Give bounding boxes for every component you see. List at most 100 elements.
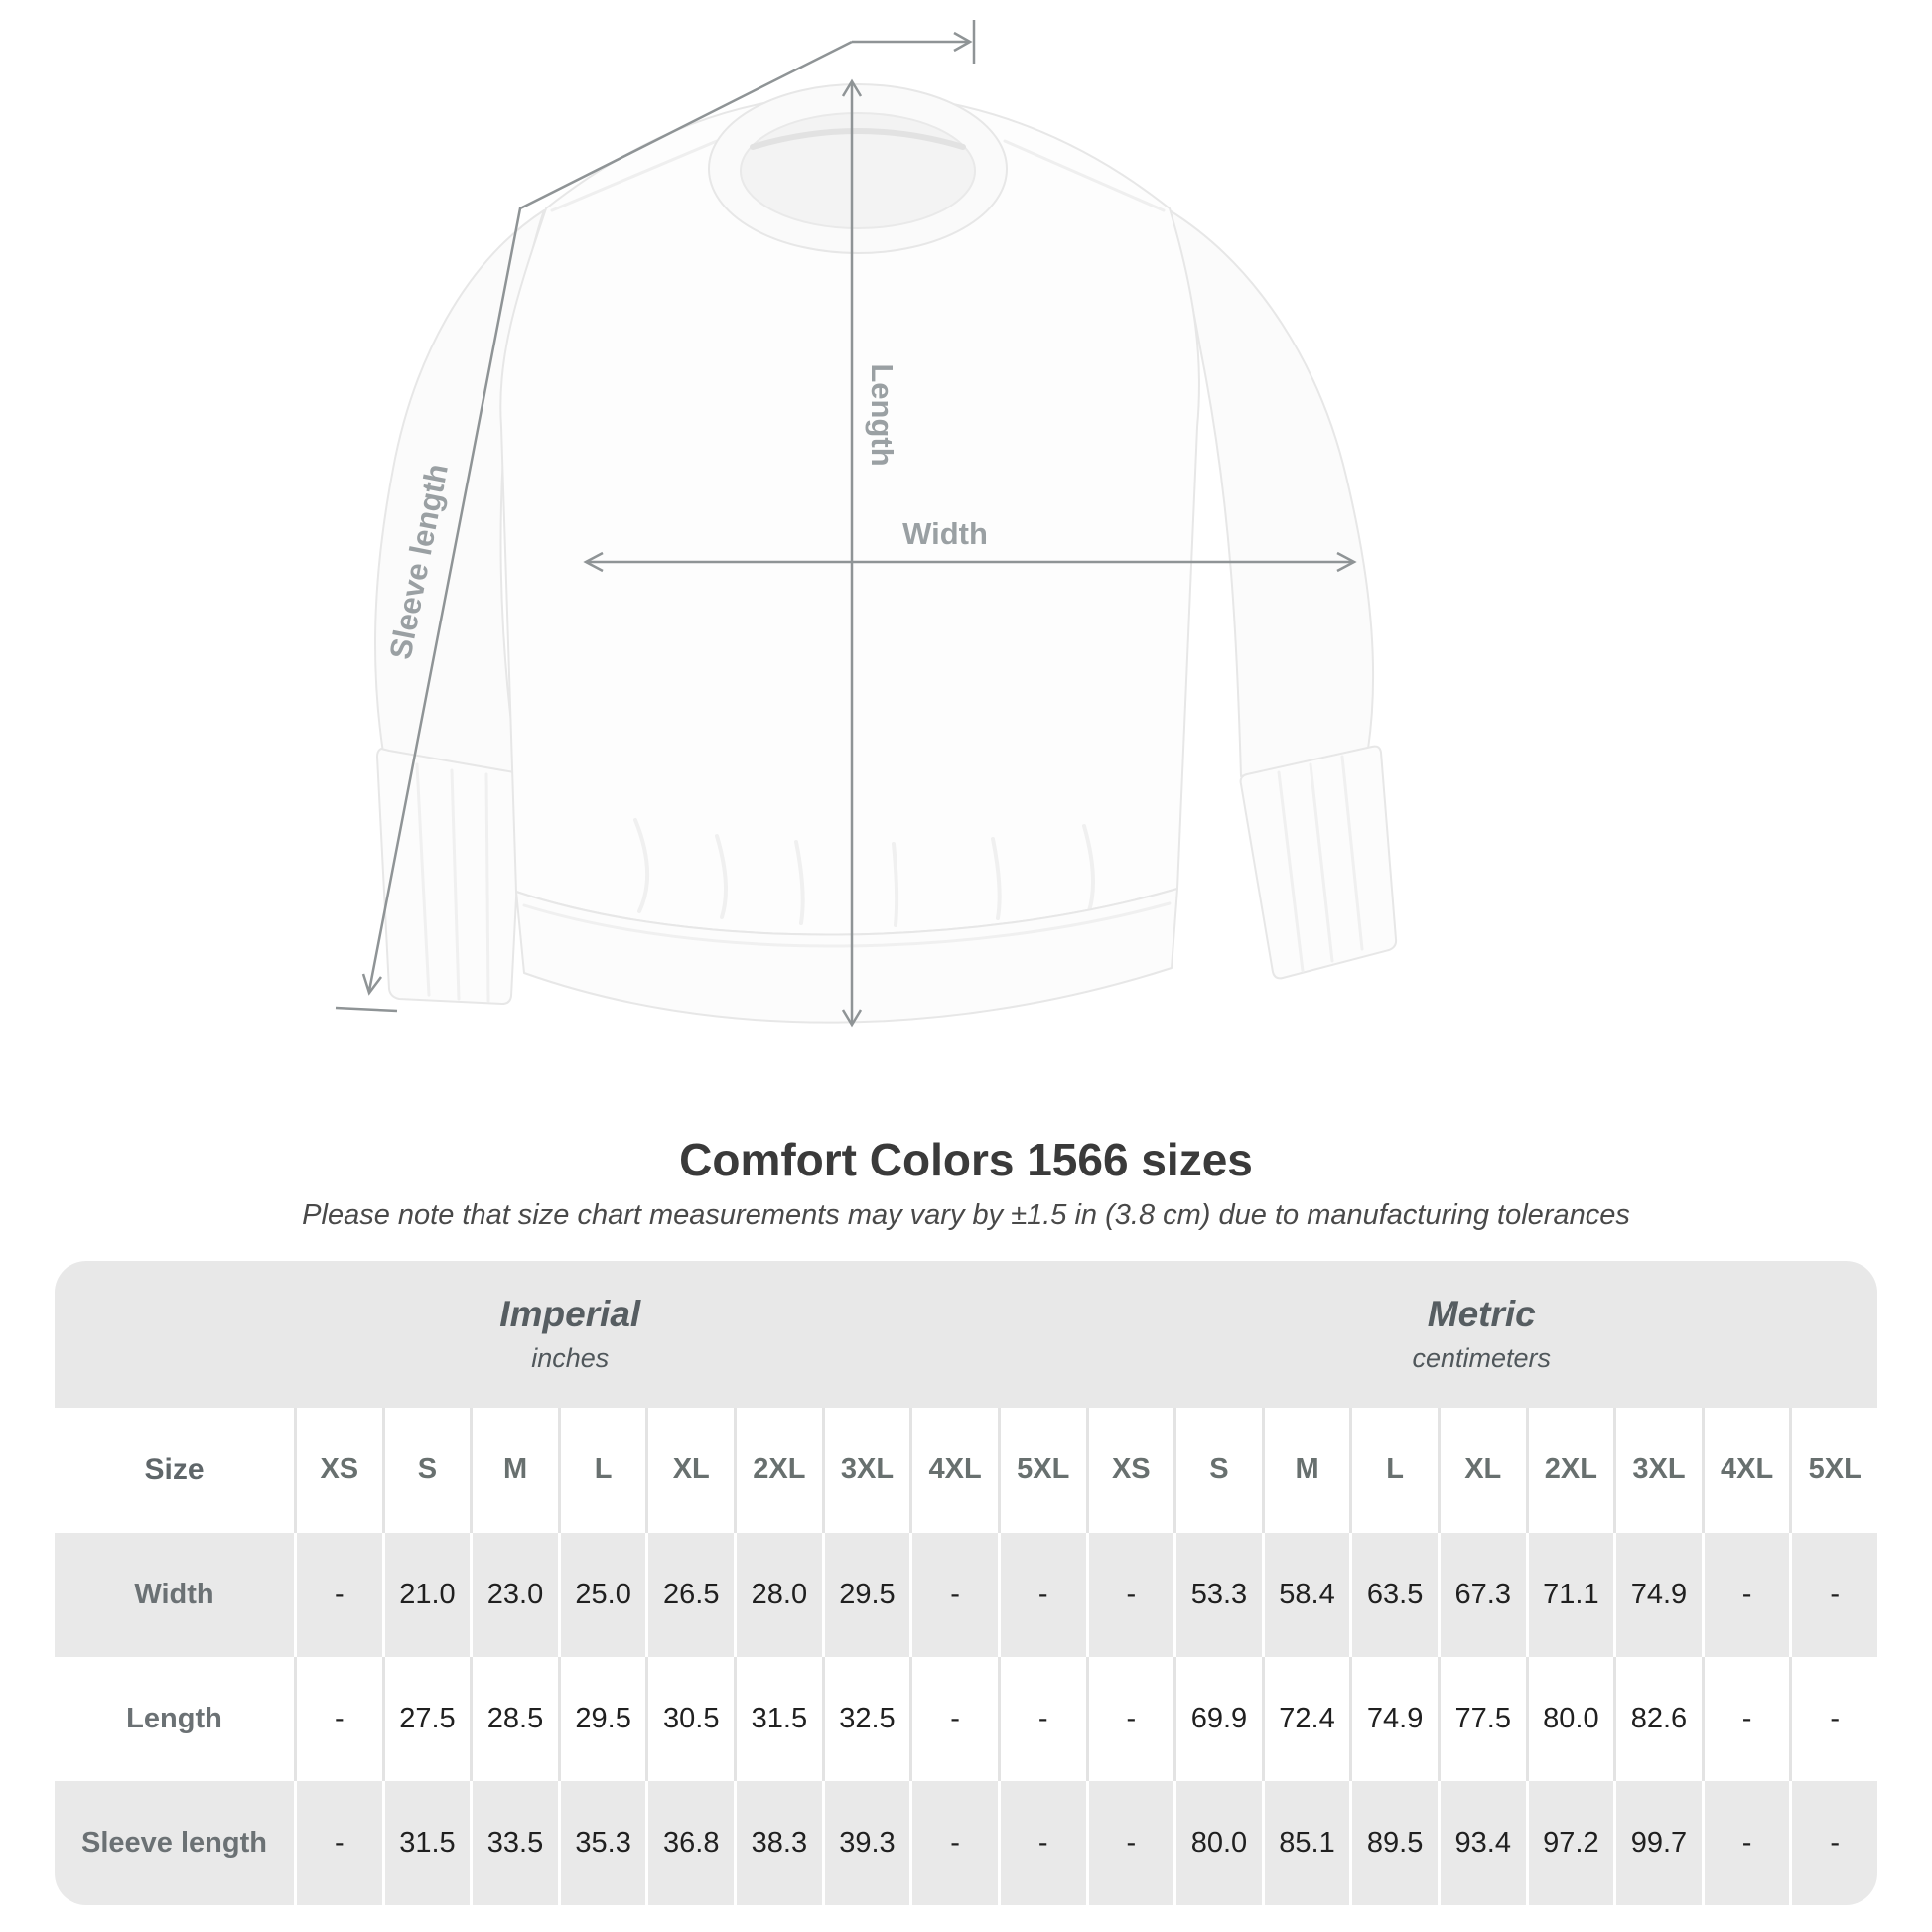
value-cell-metric: 82.6 (1613, 1656, 1702, 1781)
product-measurement-figure: Length Width Sleeve length (335, 20, 1398, 1028)
value-cell-metric: 69.9 (1173, 1656, 1262, 1781)
length-label: Length (865, 363, 899, 466)
unit-group-imperial: Imperial inches (55, 1260, 1086, 1408)
value-cell-imperial: 31.5 (381, 1780, 471, 1905)
value-cell-imperial: 29.5 (557, 1656, 646, 1781)
value-cell-imperial: - (997, 1532, 1086, 1657)
measurement-annotations (335, 20, 1357, 1028)
value-cell-metric: 71.1 (1525, 1532, 1614, 1657)
width-left-arrowhead-icon (583, 551, 604, 573)
value-cell-metric: 97.2 (1525, 1780, 1614, 1905)
sleeve-length-line (367, 40, 853, 992)
value-cell-metric: - (1789, 1780, 1877, 1905)
tolerance-note: Please note that size chart measurements… (302, 1198, 1630, 1231)
value-cell-imperial: 26.5 (645, 1532, 735, 1657)
value-cell-imperial: 28.0 (734, 1532, 822, 1657)
value-cell-imperial: - (294, 1780, 382, 1905)
value-cell-metric: 72.4 (1261, 1656, 1350, 1781)
unit-group-metric: Metric centimeters (1085, 1260, 1877, 1408)
value-cell-imperial: - (997, 1780, 1086, 1905)
value-cell-imperial: 30.5 (645, 1656, 735, 1781)
value-cell-imperial: - (294, 1532, 382, 1657)
value-cell-metric: - (1085, 1780, 1174, 1905)
value-cell-metric: - (1085, 1656, 1174, 1781)
sleeve-arrowhead-icon (361, 973, 382, 996)
size-header-metric: 5XL (1789, 1407, 1877, 1533)
value-cell-metric: 89.5 (1349, 1780, 1438, 1905)
value-cell-metric: 85.1 (1261, 1780, 1350, 1905)
size-header-imperial: L (557, 1407, 646, 1533)
length-bottom-arrowhead-icon (841, 1009, 863, 1028)
sleeve-end-tick (335, 1006, 398, 1013)
metric-unit: centimeters (1412, 1343, 1552, 1374)
size-column-header: Size (55, 1407, 294, 1533)
value-cell-imperial: - (997, 1656, 1086, 1781)
imperial-unit: inches (531, 1343, 610, 1374)
value-cell-imperial: - (909, 1656, 998, 1781)
size-header-metric: S (1173, 1407, 1262, 1533)
width-label: Width (902, 516, 988, 551)
size-header-metric: XS (1085, 1407, 1174, 1533)
size-header-metric: 4XL (1701, 1407, 1790, 1533)
value-cell-metric: 80.0 (1525, 1656, 1614, 1781)
size-header-imperial: 3XL (821, 1407, 910, 1533)
sweatshirt (374, 83, 1398, 1024)
value-cell-metric: 80.0 (1173, 1780, 1262, 1905)
value-cell-metric: - (1701, 1532, 1790, 1657)
value-cell-metric: 67.3 (1437, 1532, 1526, 1657)
length-top-arrowhead-icon (841, 78, 863, 97)
value-cell-imperial: - (909, 1780, 998, 1905)
value-cell-imperial: 38.3 (734, 1780, 822, 1905)
metric-label: Metric (1427, 1294, 1536, 1335)
value-cell-metric: - (1701, 1780, 1790, 1905)
page-title: Comfort Colors 1566 sizes (679, 1134, 1253, 1185)
row-label: Width (55, 1532, 294, 1657)
imperial-label: Imperial (499, 1294, 641, 1335)
size-table: Imperial inches Metric centimeters Size X… (55, 1260, 1877, 1905)
size-header-metric: XL (1437, 1407, 1526, 1533)
value-cell-metric: 74.9 (1613, 1532, 1702, 1657)
size-header-imperial: XL (645, 1407, 735, 1533)
value-cell-imperial: 33.5 (470, 1780, 558, 1905)
size-header-imperial: M (470, 1407, 558, 1533)
value-cell-imperial: 39.3 (821, 1780, 910, 1905)
size-header-metric: L (1349, 1407, 1438, 1533)
value-cell-imperial: 28.5 (470, 1656, 558, 1781)
size-header-imperial: 5XL (997, 1407, 1086, 1533)
value-cell-metric: 63.5 (1349, 1532, 1438, 1657)
value-cell-imperial: 27.5 (381, 1656, 471, 1781)
value-cell-imperial: 35.3 (557, 1780, 646, 1905)
value-cell-metric: 53.3 (1173, 1532, 1262, 1657)
value-cell-metric: 58.4 (1261, 1532, 1350, 1657)
row-label: Sleeve length (55, 1780, 294, 1905)
row-label: Length (55, 1656, 294, 1781)
value-cell-metric: - (1085, 1532, 1174, 1657)
size-header-imperial: S (381, 1407, 471, 1533)
value-cell-metric: - (1789, 1532, 1877, 1657)
value-cell-imperial: - (294, 1656, 382, 1781)
value-cell-metric: 93.4 (1437, 1780, 1526, 1905)
value-cell-imperial: 29.5 (821, 1532, 910, 1657)
value-cell-imperial: 25.0 (557, 1532, 646, 1657)
size-header-imperial: XS (294, 1407, 382, 1533)
value-cell-imperial: - (909, 1532, 998, 1657)
value-cell-imperial: 31.5 (734, 1656, 822, 1781)
top-arrowhead-icon (953, 31, 973, 53)
value-cell-imperial: 23.0 (470, 1532, 558, 1657)
size-header-metric: 3XL (1613, 1407, 1702, 1533)
size-header-imperial: 2XL (734, 1407, 822, 1533)
value-cell-imperial: 36.8 (645, 1780, 735, 1905)
value-cell-metric: 99.7 (1613, 1780, 1702, 1905)
value-cell-metric: 74.9 (1349, 1656, 1438, 1781)
value-cell-metric: - (1789, 1656, 1877, 1781)
value-cell-metric: - (1701, 1656, 1790, 1781)
value-cell-imperial: 32.5 (821, 1656, 910, 1781)
size-header-metric: 2XL (1525, 1407, 1614, 1533)
value-cell-metric: 77.5 (1437, 1656, 1526, 1781)
width-right-arrowhead-icon (1336, 551, 1357, 573)
size-header-imperial: 4XL (909, 1407, 998, 1533)
sweatshirt-illustration: Length Width Sleeve length (335, 20, 1398, 1028)
size-header-metric: M (1261, 1407, 1350, 1533)
value-cell-imperial: 21.0 (381, 1532, 471, 1657)
